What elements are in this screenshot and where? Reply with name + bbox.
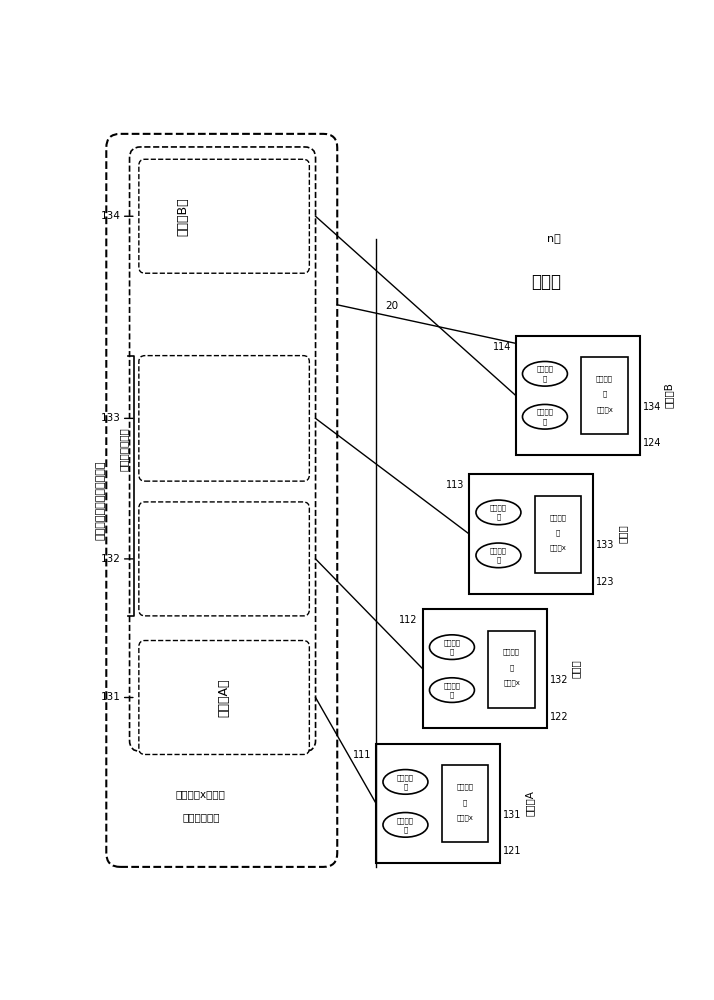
Text: 111: 111: [353, 750, 371, 760]
FancyBboxPatch shape: [139, 502, 309, 616]
Ellipse shape: [383, 813, 428, 837]
Bar: [581, 357, 628, 434]
Bar: [142, 162, 306, 270]
Text: 123: 123: [596, 577, 615, 587]
FancyBboxPatch shape: [106, 134, 337, 867]
Bar: [442, 765, 488, 842]
Bar: [376, 744, 500, 863]
Bar: [142, 162, 306, 270]
Text: 器: 器: [510, 664, 514, 671]
Text: 132: 132: [550, 675, 568, 685]
Bar: [224, 505, 306, 613]
Bar: [469, 474, 593, 594]
Text: 器: 器: [403, 826, 408, 833]
Ellipse shape: [476, 543, 521, 568]
Bar: [142, 359, 306, 478]
Text: 学习控制: 学习控制: [397, 817, 414, 824]
Text: 容量：x: 容量：x: [596, 406, 613, 413]
Ellipse shape: [476, 500, 521, 525]
Text: 学习控制: 学习控制: [536, 409, 553, 415]
Text: 学习轴A: 学习轴A: [525, 790, 535, 816]
Text: 学习存储: 学习存储: [550, 514, 567, 521]
Text: 131: 131: [503, 810, 521, 820]
Text: 学习存储: 学习存储: [596, 375, 613, 382]
Text: 器: 器: [543, 418, 547, 425]
Text: 124: 124: [643, 438, 661, 448]
Bar: [142, 505, 306, 613]
Text: 最大学习时间: 最大学习时间: [182, 812, 220, 822]
Text: 121: 121: [503, 846, 522, 856]
Text: 114: 114: [493, 342, 511, 352]
Ellipse shape: [430, 678, 474, 702]
Text: 132: 132: [101, 554, 120, 564]
Text: 133: 133: [101, 413, 120, 423]
Text: 伺服控制: 伺服控制: [397, 774, 414, 781]
Text: 122: 122: [550, 712, 568, 722]
Text: 标准轴: 标准轴: [618, 524, 628, 543]
Text: 伺服控制: 伺服控制: [443, 639, 461, 646]
Text: 伺服控制: 伺服控制: [490, 504, 507, 511]
Text: 器: 器: [403, 783, 408, 790]
Text: 134: 134: [643, 402, 661, 412]
Text: 伺服控制: 伺服控制: [536, 366, 553, 372]
Text: 控制多个轴的伺服控制装置: 控制多个轴的伺服控制装置: [95, 461, 105, 540]
Text: 131: 131: [101, 692, 120, 702]
Text: n个: n个: [548, 234, 561, 244]
Ellipse shape: [523, 361, 568, 386]
Text: 学习存储: 学习存储: [457, 784, 473, 790]
FancyBboxPatch shape: [139, 641, 309, 754]
Bar: [142, 644, 306, 751]
Text: 器: 器: [496, 557, 501, 563]
Text: 器: 器: [450, 691, 454, 698]
Text: 标准轴: 标准轴: [571, 659, 581, 678]
Text: 器: 器: [463, 799, 467, 806]
Text: 学习轴B: 学习轴B: [664, 382, 674, 408]
Bar: [142, 505, 306, 613]
Text: 学习轴A用: 学习轴A用: [218, 678, 231, 717]
FancyBboxPatch shape: [139, 159, 309, 273]
Text: 器: 器: [496, 514, 501, 520]
Text: 113: 113: [446, 480, 464, 490]
FancyBboxPatch shape: [129, 147, 316, 751]
Text: 容量：x: 容量：x: [457, 814, 473, 821]
Ellipse shape: [430, 635, 474, 659]
Bar: [535, 496, 581, 573]
Text: 器: 器: [543, 375, 547, 382]
Text: 学习轴B用: 学习轴B用: [176, 197, 189, 236]
Text: 器: 器: [603, 391, 607, 397]
FancyBboxPatch shape: [139, 356, 309, 481]
Bar: [224, 162, 306, 270]
Text: 学习控制: 学习控制: [443, 682, 461, 689]
Text: 器: 器: [556, 529, 560, 536]
Ellipse shape: [523, 404, 568, 429]
Text: 112: 112: [399, 615, 418, 625]
Bar: [423, 609, 546, 728]
Text: 134: 134: [101, 211, 120, 221]
Text: 学习控制: 学习控制: [490, 547, 507, 554]
Bar: [516, 336, 640, 455]
Text: 133: 133: [596, 540, 615, 550]
Text: 器: 器: [450, 648, 454, 655]
Text: 学习存储: 学习存储: [503, 649, 520, 655]
Text: ・・・: ・・・: [531, 273, 561, 291]
Text: 容量：与x相当的: 容量：与x相当的: [176, 789, 226, 799]
Text: 容量：x: 容量：x: [550, 545, 567, 551]
Text: 20: 20: [385, 301, 398, 311]
Bar: [488, 631, 535, 708]
Text: 存储器变存浪费: 存储器变存浪费: [119, 427, 129, 471]
Ellipse shape: [383, 770, 428, 794]
Text: 容量：x: 容量：x: [503, 680, 520, 686]
